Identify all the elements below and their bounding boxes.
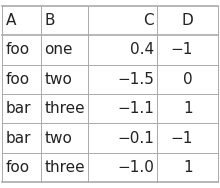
Text: bar: bar [6, 131, 31, 146]
Text: 0: 0 [183, 72, 193, 87]
Text: B: B [44, 13, 55, 28]
Text: C: C [143, 13, 154, 28]
Text: A: A [6, 13, 16, 28]
Text: D: D [181, 13, 193, 28]
Text: foo: foo [6, 42, 30, 57]
Text: two: two [44, 72, 72, 87]
Text: −1.0: −1.0 [117, 160, 154, 175]
Text: −1: −1 [170, 42, 193, 57]
Text: three: three [44, 101, 85, 116]
Text: foo: foo [6, 160, 30, 175]
Text: two: two [44, 131, 72, 146]
Text: −0.1: −0.1 [117, 131, 154, 146]
Text: bar: bar [6, 101, 31, 116]
Text: −1.1: −1.1 [117, 101, 154, 116]
Text: 1: 1 [183, 101, 193, 116]
Text: one: one [44, 42, 73, 57]
Text: 1: 1 [183, 160, 193, 175]
Text: −1.5: −1.5 [117, 72, 154, 87]
Text: 0.4: 0.4 [130, 42, 154, 57]
Text: three: three [44, 160, 85, 175]
Text: foo: foo [6, 72, 30, 87]
Text: −1: −1 [170, 131, 193, 146]
